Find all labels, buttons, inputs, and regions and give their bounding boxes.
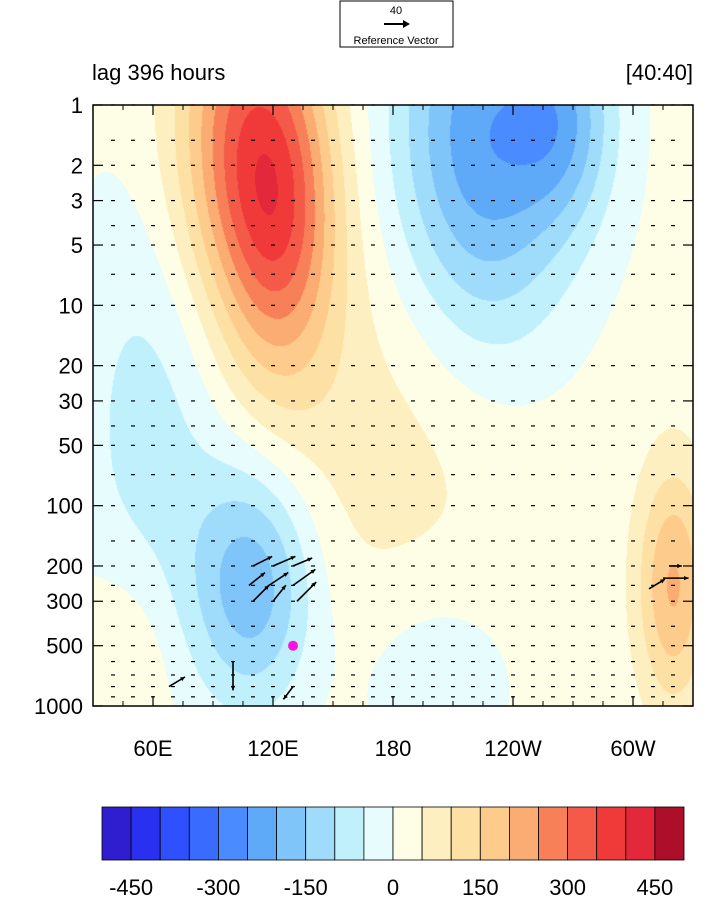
wind-vector-head <box>310 569 316 574</box>
colorbar-box <box>596 806 627 861</box>
wind-vector <box>292 568 316 587</box>
plot-area <box>92 104 694 707</box>
y-tick-label: 5 <box>71 233 83 258</box>
colorbar-label: -150 <box>284 875 328 898</box>
x-tick-label: 60E <box>133 736 172 761</box>
y-tick-label: 1000 <box>34 694 83 719</box>
colorbar-label: -450 <box>109 875 153 898</box>
wind-vector-head <box>311 582 317 587</box>
reference-vector-magnitude: 40 <box>390 5 402 17</box>
title-left: lag 396 hours <box>92 60 225 85</box>
colorbar-box <box>305 806 336 861</box>
colorbar-box <box>538 806 569 861</box>
colorbar-label: 150 <box>462 875 499 898</box>
colorbar-box <box>421 806 452 861</box>
y-tick-label: 1 <box>71 93 83 118</box>
colorbar-box <box>654 806 685 861</box>
reference-vector-label: Reference Vector <box>354 35 439 47</box>
y-tick-label: 300 <box>46 589 83 614</box>
colorbar-box <box>101 806 132 861</box>
colorbar-box <box>334 806 365 861</box>
colorbar-label: 300 <box>549 875 586 898</box>
x-tick-label: 120W <box>484 736 542 761</box>
colorbar-label: 0 <box>387 875 399 898</box>
wind-vector-head <box>307 557 313 562</box>
wind-vector-head <box>677 563 682 569</box>
x-tick-label: 180 <box>375 736 412 761</box>
colorbar: -450 -300 -150 0 150 300 450 <box>101 806 685 898</box>
colorbar-box <box>159 806 190 861</box>
x-tick-label: 60W <box>610 736 655 761</box>
wind-vector-head <box>684 575 689 581</box>
y-tick-label: 20 <box>59 354 83 379</box>
colorbar-box <box>276 806 307 861</box>
wind-vector-head <box>180 676 185 682</box>
wind-vector-head <box>660 579 665 584</box>
y-tick-label: 2 <box>71 153 83 178</box>
reference-point-marker <box>288 640 298 651</box>
colorbar-label: -300 <box>196 875 240 898</box>
wind-vector-head <box>267 556 273 561</box>
colorbar-label: 450 <box>637 875 674 898</box>
wind-vector-head <box>290 556 296 561</box>
wind-vector-head <box>281 585 286 591</box>
wind-vector-head <box>283 694 288 700</box>
colorbar-box <box>130 806 161 861</box>
reference-vector-box: 40 Reference Vector <box>339 0 454 48</box>
wind-vector <box>296 581 317 602</box>
wind-vector-head <box>260 572 265 578</box>
y-tick-label: 500 <box>46 634 83 659</box>
y-tick-label: 10 <box>59 293 83 318</box>
x-axis: 60E 120E 180 120W 60W <box>122 105 694 761</box>
colorbar-box <box>567 806 598 861</box>
colorbar-box <box>450 806 481 861</box>
wind-vector-head <box>264 585 269 590</box>
colorbar-box <box>392 806 423 861</box>
colorbar-box <box>363 806 394 861</box>
y-axis: 1 2 3 5 10 20 30 50 100 200 300 500 1000 <box>34 93 693 719</box>
colorbar-box <box>188 806 219 861</box>
wind-vector-head <box>283 572 289 577</box>
title-right: [40:40] <box>626 60 693 85</box>
colorbar-box <box>217 806 248 861</box>
colorbar-box <box>479 806 510 861</box>
y-tick-label: 30 <box>59 389 83 414</box>
y-tick-label: 100 <box>46 494 83 519</box>
y-tick-label: 200 <box>46 554 83 579</box>
x-tick-label: 120E <box>247 736 298 761</box>
reference-vector-arrowhead <box>403 20 410 28</box>
wind-vector-head <box>230 685 236 691</box>
colorbar-box <box>247 806 278 861</box>
colorbar-box <box>625 806 656 861</box>
y-tick-label: 50 <box>59 433 83 458</box>
colorbar-box <box>508 806 539 861</box>
y-tick-label: 3 <box>71 189 83 214</box>
contour-field <box>93 105 693 706</box>
